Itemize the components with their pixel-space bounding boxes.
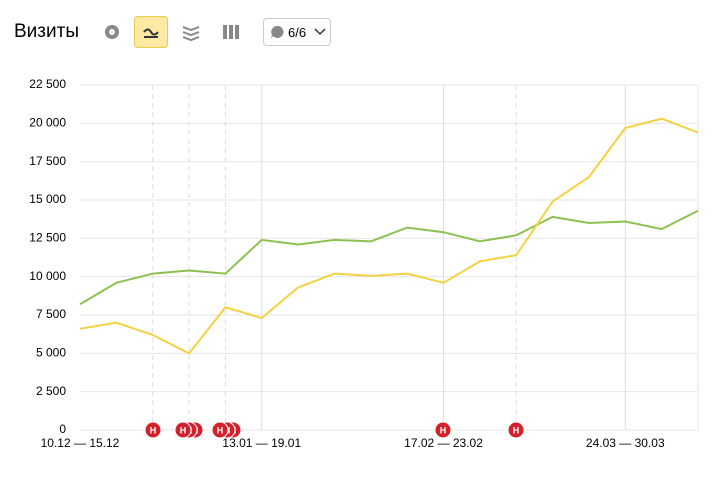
- bar-button[interactable]: [214, 16, 248, 48]
- y-tick-label: 22 500: [29, 77, 66, 91]
- y-tick-label: 2 500: [36, 384, 66, 398]
- note-marker-bg: [507, 421, 525, 439]
- x-tick-label: 17.02 — 23.02: [404, 436, 483, 450]
- note-marker[interactable]: Н: [507, 421, 525, 439]
- series-line: [79, 209, 699, 306]
- y-tick-label: 17 500: [29, 154, 66, 168]
- note-marker[interactable]: Н: [434, 421, 452, 439]
- y-tick-label: 7 500: [36, 307, 66, 321]
- note-marker-label: Н: [440, 425, 447, 435]
- x-tick-label: 10.12 — 15.12: [41, 436, 120, 450]
- note-marker-bg: [144, 421, 162, 439]
- x-tick-label: 24.03 — 30.03: [586, 436, 665, 450]
- series-line: [79, 117, 699, 355]
- chart-title: Визиты: [14, 21, 79, 42]
- note-marker-label: Н: [513, 425, 520, 435]
- note-marker-label: Н: [180, 425, 187, 435]
- y-tick-label: 12 500: [29, 231, 66, 245]
- note-marker-bg: [174, 421, 192, 439]
- note-marker-label: Н: [217, 425, 224, 435]
- y-tick-label: 20 000: [29, 116, 66, 130]
- y-tick-label: 10 000: [29, 269, 66, 283]
- line-button[interactable]: [134, 16, 168, 48]
- note-marker[interactable]: Н: [211, 421, 229, 439]
- x-tick-label: 13.01 — 19.01: [222, 436, 301, 450]
- y-tick-label: 0: [59, 422, 66, 436]
- note-marker[interactable]: Н: [174, 421, 192, 439]
- note-marker[interactable]: Н: [144, 421, 162, 439]
- note-marker-bg: [434, 421, 452, 439]
- note-marker-label: Н: [150, 425, 157, 435]
- notes-count: 6/6: [288, 25, 307, 40]
- pie-button[interactable]: [95, 16, 129, 48]
- note-marker-bg: [211, 421, 229, 439]
- area-button[interactable]: [174, 16, 208, 48]
- y-tick-label: 5 000: [36, 346, 66, 360]
- y-tick-label: 15 000: [29, 192, 66, 206]
- notes-dropdown[interactable]: 6/6: [263, 18, 331, 46]
